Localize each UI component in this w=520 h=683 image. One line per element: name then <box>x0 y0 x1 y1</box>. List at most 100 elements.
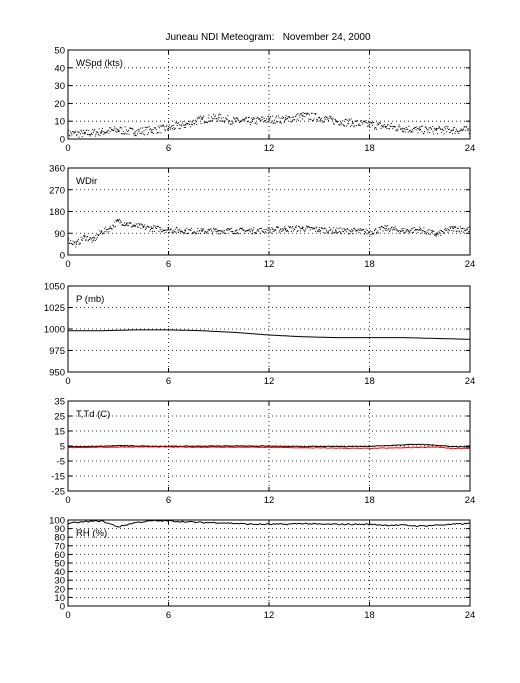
data-point <box>340 122 342 124</box>
data-point <box>465 229 467 231</box>
data-point <box>411 131 413 133</box>
data-point <box>99 232 101 234</box>
data-point <box>453 226 455 228</box>
data-point <box>285 230 287 232</box>
data-point <box>120 126 122 128</box>
data-point <box>157 225 159 227</box>
data-point <box>334 118 336 120</box>
data-point <box>312 228 314 230</box>
data-point <box>249 124 251 126</box>
data-point <box>294 226 296 228</box>
data-point <box>115 128 117 130</box>
data-point <box>160 227 162 229</box>
data-point <box>223 232 225 234</box>
data-point <box>161 125 163 127</box>
y-tick-label: 10 <box>54 117 65 128</box>
data-point <box>248 116 250 118</box>
data-point <box>313 118 315 120</box>
data-point <box>239 227 241 229</box>
data-point <box>134 225 136 227</box>
data-point <box>257 229 259 231</box>
data-point <box>422 125 424 127</box>
data-point <box>337 121 339 123</box>
data-point <box>341 228 343 230</box>
data-point <box>237 118 239 120</box>
data-point <box>305 228 307 230</box>
data-point <box>400 128 402 130</box>
data-point <box>417 232 419 234</box>
data-point <box>269 231 271 233</box>
data-point <box>110 227 112 229</box>
data-point <box>420 128 422 130</box>
data-point <box>111 228 113 230</box>
data-point <box>333 123 335 125</box>
data-point <box>459 226 461 228</box>
data-point <box>184 124 186 126</box>
data-point <box>85 132 87 134</box>
data-point <box>461 227 463 229</box>
data-point <box>298 225 300 227</box>
data-point <box>121 224 123 226</box>
data-point <box>227 115 229 117</box>
data-point <box>126 222 128 225</box>
data-point <box>120 220 122 222</box>
data-point <box>312 227 314 229</box>
data-point <box>139 223 141 225</box>
data-point <box>342 124 344 126</box>
data-point <box>445 229 447 231</box>
data-point <box>308 118 310 120</box>
data-point <box>301 227 304 230</box>
data-point <box>443 231 445 233</box>
data-point <box>262 230 264 232</box>
data-point <box>116 219 118 221</box>
data-point <box>200 122 202 124</box>
data-point <box>335 120 337 122</box>
data-point <box>450 131 452 133</box>
data-point <box>387 228 389 230</box>
data-point <box>447 231 449 233</box>
data-point <box>240 228 242 230</box>
data-point <box>204 121 206 123</box>
data-point <box>144 228 146 230</box>
data-point <box>217 230 219 232</box>
data-point <box>372 233 374 235</box>
data-point <box>467 130 469 132</box>
data-point <box>424 126 426 128</box>
data-point <box>433 233 435 235</box>
data-point <box>455 128 457 130</box>
data-point <box>261 227 263 229</box>
series-line-1 <box>67 519 471 528</box>
data-point <box>231 227 233 229</box>
data-point <box>218 230 220 232</box>
data-point <box>353 227 355 229</box>
x-tick-label: 6 <box>166 610 171 621</box>
data-point <box>177 229 179 231</box>
data-point <box>253 227 255 229</box>
data-point <box>350 118 352 120</box>
data-point <box>383 228 385 230</box>
data-point <box>318 231 320 233</box>
x-tick-label: 24 <box>465 143 476 154</box>
data-point <box>293 119 295 121</box>
data-point <box>101 127 103 129</box>
data-point <box>445 125 447 127</box>
data-point <box>200 228 202 230</box>
data-point <box>156 132 158 134</box>
data-point <box>240 120 242 122</box>
data-point <box>427 129 429 131</box>
y-tick-label: 180 <box>49 207 65 218</box>
y-tick-label: 50 <box>54 46 65 57</box>
data-point <box>81 239 83 241</box>
data-point <box>192 232 194 234</box>
data-point <box>441 230 443 232</box>
data-point <box>225 117 227 119</box>
data-point <box>176 124 178 126</box>
data-point <box>355 230 357 232</box>
data-point <box>462 130 464 132</box>
data-point <box>162 229 164 231</box>
data-point <box>172 230 174 232</box>
data-point <box>75 243 77 245</box>
data-point <box>212 227 214 229</box>
data-point <box>220 230 222 232</box>
data-point <box>460 228 462 230</box>
